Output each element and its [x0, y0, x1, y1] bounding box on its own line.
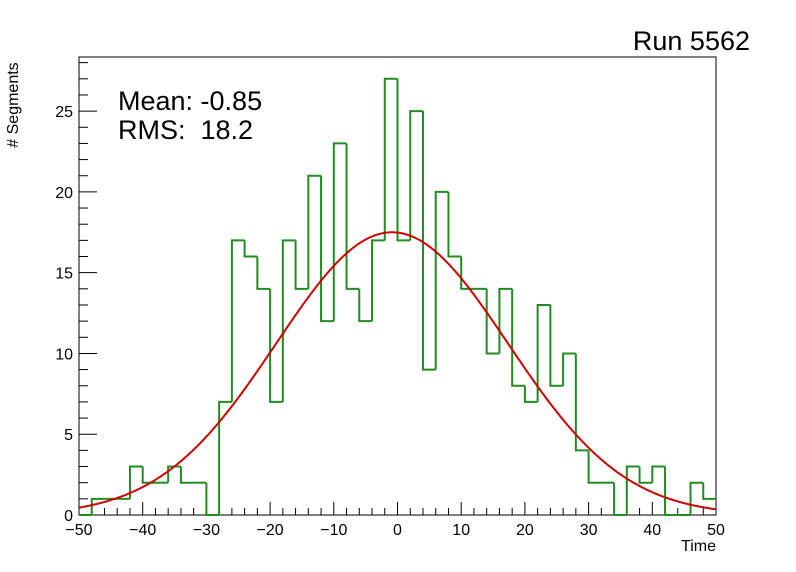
histogram-bin — [587, 450, 602, 484]
histogram-bin — [371, 239, 385, 322]
histogram-bin — [243, 240, 258, 258]
histogram-bin — [205, 482, 220, 516]
histogram-bin — [523, 385, 538, 403]
y-tick-label: 15 — [55, 266, 73, 283]
histogram-bin — [702, 482, 716, 500]
y-tick-label: 0 — [64, 508, 73, 525]
x-tick-label: −40 — [129, 522, 156, 539]
x-tick-label: 10 — [452, 522, 470, 539]
histogram-bin — [345, 143, 360, 290]
histogram-bin — [307, 174, 322, 289]
histogram-bin — [664, 466, 678, 516]
histogram-bin — [625, 465, 640, 515]
histogram-bin — [434, 190, 449, 370]
chart-title: Run 5562 — [632, 26, 750, 56]
histogram-bin — [128, 465, 143, 499]
histogram-bin — [294, 240, 309, 290]
x-tick-label: 30 — [580, 522, 598, 539]
fit-curve-series — [78, 231, 717, 511]
histogram-bin — [320, 175, 334, 323]
histogram-bin — [269, 288, 283, 403]
histogram-bin — [638, 466, 653, 484]
histogram-bin — [358, 288, 373, 323]
x-tick-label: 20 — [516, 522, 534, 539]
histogram-bin — [549, 304, 564, 387]
histogram-bin — [651, 465, 666, 483]
x-tick-label: 40 — [643, 522, 661, 539]
stat-rms: RMS: 18.2 — [118, 115, 254, 145]
histogram-bin — [447, 191, 462, 258]
histogram-bin — [218, 400, 232, 515]
histogram-bin — [689, 481, 704, 515]
histogram-bin — [562, 352, 576, 386]
stat-mean: Mean: -0.85 — [118, 86, 263, 116]
histogram-bin — [396, 78, 411, 242]
histogram-bin — [256, 256, 271, 290]
histogram-bin — [613, 482, 627, 516]
histogram-bin — [383, 77, 398, 241]
histogram-bin — [536, 303, 551, 402]
histogram-bin — [281, 239, 296, 402]
y-axis-label: # Segments — [5, 62, 22, 148]
histogram-bin — [460, 256, 474, 290]
histogram-bin — [332, 142, 347, 322]
histogram-bin — [230, 239, 245, 402]
x-tick-label: 50 — [707, 522, 725, 539]
histogram-series — [79, 77, 716, 516]
histogram-bin — [511, 288, 525, 387]
histogram-bin — [421, 111, 436, 371]
y-tick-label: 25 — [55, 104, 73, 121]
gaussian-fit-line — [78, 231, 717, 511]
y-tick-label: 10 — [55, 346, 73, 363]
y-tick-label: 20 — [55, 185, 73, 202]
x-tick-label: −50 — [65, 522, 92, 539]
tick-labels: −50 −40 −30 −20 −10 0 10 20 30 40 50 0 5 10 15 20 25 — [55, 104, 725, 539]
y-tick-label: 5 — [64, 427, 73, 444]
histogram-bin — [179, 466, 194, 484]
histogram-bin — [167, 465, 181, 483]
histogram-bin — [90, 497, 105, 515]
x-axis-label: Time — [681, 538, 716, 555]
x-tick-label: 0 — [393, 522, 402, 539]
histogram-bin — [485, 288, 500, 355]
histogram-bin — [498, 287, 513, 354]
histogram-bin — [409, 110, 423, 241]
x-tick-label: −30 — [193, 522, 220, 539]
x-tick-label: −20 — [257, 522, 284, 539]
x-tick-label: −10 — [320, 522, 347, 539]
histogram-bin — [574, 353, 589, 452]
